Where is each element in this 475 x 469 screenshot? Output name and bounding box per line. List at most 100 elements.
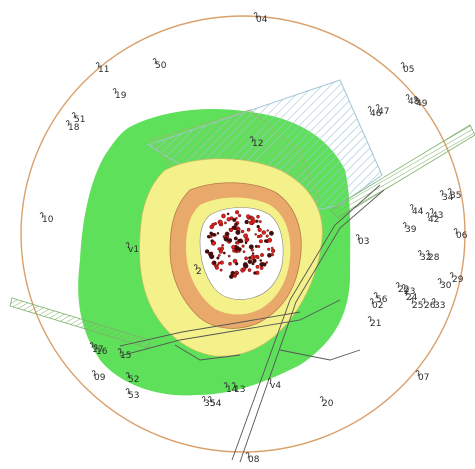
- red-point: [242, 250, 246, 254]
- survey-point-p03: 03: [355, 234, 369, 247]
- survey-point-label: 22: [398, 285, 409, 295]
- survey-point-label: 12: [252, 139, 263, 149]
- survey-point-p07: 07: [415, 370, 429, 383]
- red-point: [256, 224, 260, 229]
- survey-point-pv4: v4: [267, 378, 281, 391]
- survey-point-p28: 28: [425, 250, 440, 263]
- survey-point-label: 28: [428, 253, 440, 263]
- survey-point-label: 06: [456, 231, 468, 241]
- survey-point-label: 54: [210, 399, 222, 409]
- pin-icon: [425, 250, 430, 257]
- red-point: [227, 238, 233, 243]
- survey-point-p54: 54: [207, 396, 222, 409]
- red-point: [235, 271, 239, 274]
- pin-icon: [125, 242, 130, 249]
- survey-point-p42: 42: [425, 212, 439, 225]
- red-point: [254, 233, 257, 236]
- red-point: [240, 229, 245, 234]
- pin-icon: [375, 104, 380, 111]
- hatched-strip-northeast: [329, 124, 475, 219]
- survey-point-label: 04: [256, 15, 268, 25]
- red-point-cluster: [204, 210, 276, 279]
- survey-point-p25: 25: [409, 298, 423, 311]
- pin-icon: [373, 292, 378, 299]
- survey-point-p19: 19: [112, 88, 127, 101]
- red-point: [267, 237, 273, 243]
- red-point: [232, 258, 238, 264]
- survey-point-p34: 34: [439, 190, 454, 203]
- survey-point-p21: 21: [367, 316, 381, 329]
- survey-point-p05: 05: [400, 62, 414, 75]
- map-boundary: [20, 15, 466, 453]
- red-point: [214, 265, 219, 270]
- zone-inner-white: [199, 207, 284, 300]
- survey-point-label: 43: [432, 211, 443, 221]
- pin-icon: [401, 284, 406, 291]
- survey-point-label: 49: [416, 99, 428, 109]
- survey-point-p35: 35: [447, 188, 461, 201]
- survey-point-p15: 15: [117, 348, 131, 361]
- red-point: [233, 236, 238, 241]
- red-point: [258, 239, 263, 244]
- red-point: [234, 222, 238, 227]
- red-point: [204, 249, 210, 254]
- red-point: [251, 252, 255, 255]
- survey-point-p10: 10: [39, 212, 54, 225]
- pin-icon: [413, 96, 418, 103]
- red-point: [238, 214, 242, 218]
- survey-point-p13: 13: [231, 382, 245, 395]
- red-point: [250, 248, 254, 252]
- survey-point-p04: 04: [253, 12, 268, 25]
- survey-point-p48: 48: [405, 94, 420, 107]
- red-point: [244, 219, 249, 225]
- red-point: [216, 256, 220, 260]
- red-point: [221, 243, 225, 247]
- survey-point-label: 20: [322, 399, 334, 409]
- red-point: [270, 248, 276, 253]
- red-point: [224, 231, 230, 237]
- survey-point-p43: 43: [429, 208, 443, 221]
- survey-point-label: 33: [434, 301, 445, 311]
- survey-point-label: v1: [128, 245, 139, 255]
- red-point: [209, 235, 213, 239]
- red-point: [242, 267, 247, 271]
- survey-point-label: 35: [204, 399, 215, 409]
- red-point: [212, 260, 217, 265]
- survey-point-label: 23: [404, 287, 415, 297]
- red-point: [247, 268, 252, 272]
- pin-icon: [245, 452, 250, 459]
- survey-point-p29: 29: [449, 272, 464, 285]
- red-point: [231, 245, 236, 250]
- red-point: [244, 256, 248, 261]
- pin-icon: [369, 298, 374, 305]
- pin-icon: [267, 378, 272, 385]
- survey-point-pv1: v1: [125, 242, 139, 255]
- survey-point-p02: 02: [369, 298, 383, 311]
- red-point: [265, 261, 269, 264]
- pin-icon: [207, 396, 212, 403]
- survey-point-p18: 18: [65, 120, 80, 133]
- pin-icon: [447, 188, 452, 195]
- red-point: [226, 212, 230, 216]
- pin-icon: [409, 204, 414, 211]
- survey-point-label: 10: [42, 215, 54, 225]
- red-point: [257, 227, 262, 232]
- pin-icon: [91, 370, 96, 377]
- pin-icon: [201, 396, 206, 403]
- red-point: [237, 238, 242, 243]
- survey-point-label: 29: [452, 275, 464, 285]
- pin-icon: [453, 228, 458, 235]
- survey-point-p08: 08: [245, 452, 260, 465]
- survey-point-label: 39: [405, 225, 417, 235]
- red-point: [255, 219, 259, 223]
- red-point: [248, 256, 252, 260]
- hatched-strip-west: [9, 297, 151, 349]
- survey-point-label: 48: [408, 97, 420, 107]
- red-point: [232, 217, 237, 223]
- survey-point-label: 09: [94, 373, 106, 383]
- survey-point-p35b: 35: [201, 396, 215, 409]
- survey-point-p53: 53: [125, 388, 139, 401]
- survey-point-p22: 22: [395, 282, 409, 295]
- survey-point-p50: 50: [152, 58, 167, 71]
